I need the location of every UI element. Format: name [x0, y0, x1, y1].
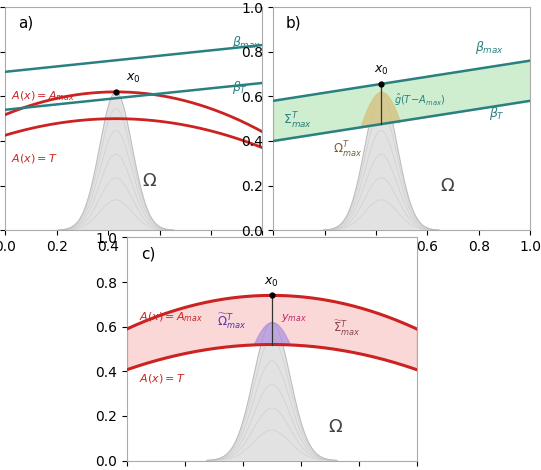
Text: a): a) [18, 16, 34, 31]
Polygon shape [207, 322, 337, 461]
Text: $x_0$: $x_0$ [126, 72, 141, 85]
Text: $x_0$: $x_0$ [374, 64, 388, 77]
Text: $\beta_{max}$: $\beta_{max}$ [232, 34, 261, 51]
Text: $x_0$: $x_0$ [265, 275, 279, 289]
Text: $\hat{g}(T\!-\!A_{max})$: $\hat{g}(T\!-\!A_{max})$ [394, 92, 445, 108]
Text: $\beta_T$: $\beta_T$ [232, 79, 247, 96]
Text: $\Omega$: $\Omega$ [328, 418, 343, 436]
Text: $\Omega$: $\Omega$ [142, 172, 157, 190]
Text: $\Omega$: $\Omega$ [440, 177, 456, 195]
Text: $\beta_{max}$: $\beta_{max}$ [476, 39, 504, 56]
Text: $\widetilde{\Omega}^T_{max}$: $\widetilde{\Omega}^T_{max}$ [217, 312, 246, 331]
Text: $A(x)=A_{max}$: $A(x)=A_{max}$ [10, 90, 74, 103]
Text: $y_{max}$: $y_{max}$ [281, 312, 306, 324]
Polygon shape [323, 92, 439, 230]
Text: $A(x)=T$: $A(x)=T$ [10, 152, 57, 165]
Text: $\Omega^T_{max}$: $\Omega^T_{max}$ [333, 140, 362, 160]
Text: $\widetilde{\Sigma}^T_{max}$: $\widetilde{\Sigma}^T_{max}$ [333, 318, 361, 337]
Text: b): b) [286, 16, 302, 31]
Text: c): c) [142, 246, 156, 261]
Text: $A(x)=A_{max}$: $A(x)=A_{max}$ [138, 310, 202, 324]
Text: $\Sigma^T_{max}$: $\Sigma^T_{max}$ [283, 110, 313, 131]
Text: $\beta_T$: $\beta_T$ [489, 105, 504, 122]
Polygon shape [58, 92, 174, 230]
Text: $A(x)=T$: $A(x)=T$ [138, 372, 186, 385]
